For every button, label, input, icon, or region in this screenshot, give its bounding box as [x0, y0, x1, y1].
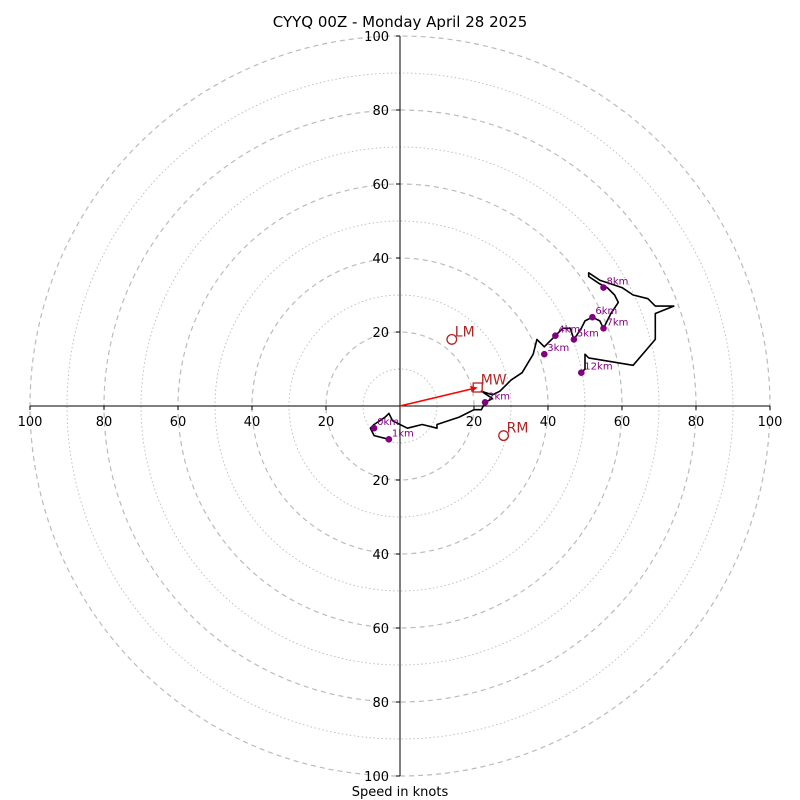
height-marker-point	[570, 336, 578, 343]
storm-motion-label: MW	[481, 373, 507, 389]
y-tick-label: 20	[372, 474, 389, 489]
height-marker-point	[481, 399, 489, 406]
x-tick-label: 20	[466, 415, 483, 430]
height-marker-point	[578, 369, 585, 377]
mean-wind-shaft	[399, 388, 472, 407]
chart-title: CYYQ 00Z - Monday April 28 2025	[273, 13, 528, 31]
height-marker-label: 6km	[595, 306, 617, 317]
y-tick-label: 80	[372, 104, 389, 119]
tick-labels: 20 20 20 20 40 40 40 40 60 60 60 60 80 80 80 80 100 100 10…	[18, 30, 783, 785]
storm-motion-markers: LM MW RM	[446, 324, 529, 442]
storm-motion-marker	[446, 333, 458, 345]
storm-motion-marker	[472, 382, 483, 393]
y-tick-label: 80	[372, 696, 389, 711]
height-marker-point	[600, 284, 607, 291]
y-tick-label: 60	[372, 622, 389, 637]
height-marker-label: 0km	[377, 417, 399, 428]
height-marker-label: 2km	[488, 391, 510, 402]
y-tick-label: 100	[364, 770, 389, 785]
height-marker-point	[370, 424, 378, 432]
height-marker-point	[385, 436, 393, 443]
storm-motion-label: RM	[507, 421, 529, 437]
x-tick-label: 80	[688, 415, 705, 430]
x-tick-label: 20	[318, 415, 335, 430]
x-tick-label: 100	[758, 415, 783, 430]
height-marker-label: 4km	[558, 325, 580, 336]
height-marker-label: 5km	[577, 328, 599, 339]
y-tick-label: 100	[364, 30, 389, 45]
storm-motion-label: LM	[455, 324, 475, 340]
y-tick-label: 40	[372, 252, 389, 267]
y-tick-label: 40	[372, 548, 389, 563]
height-marker-point	[552, 332, 559, 340]
mean-wind-arrowhead	[470, 386, 478, 393]
height-marker-point	[589, 313, 596, 321]
x-tick-label: 40	[244, 415, 261, 430]
height-marker-point	[600, 325, 607, 332]
height-marker-label: 1km	[392, 428, 414, 439]
x-tick-label: 60	[170, 415, 187, 430]
y-tick-label: 60	[372, 178, 389, 193]
x-tick-label: 60	[614, 415, 631, 430]
x-tick-label: 80	[96, 415, 113, 430]
y-tick-label: 20	[372, 326, 389, 341]
height-marker-point	[541, 350, 548, 358]
mean-wind-vector	[399, 386, 478, 407]
height-marker-label: 8km	[607, 277, 629, 288]
height-marker-label: 7km	[607, 317, 629, 328]
height-marker-label: 3km	[547, 343, 569, 354]
x-tick-label: 40	[540, 415, 557, 430]
height-marker-label: 12km	[584, 362, 612, 373]
x-tick-label: 100	[18, 415, 43, 430]
x-axis-label: Speed in knots	[352, 785, 449, 800]
storm-motion-marker	[498, 430, 510, 442]
